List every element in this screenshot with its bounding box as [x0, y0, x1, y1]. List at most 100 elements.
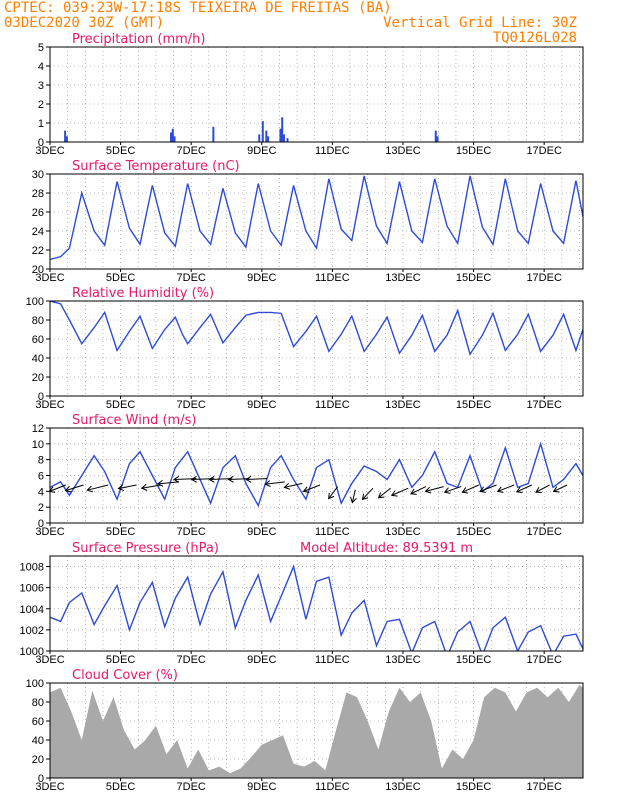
x-tick-label: 5DEC — [106, 145, 135, 157]
wind-arrow-shaft — [157, 481, 179, 485]
y-tick-label: 100 — [26, 678, 44, 690]
y-tick-label: 60 — [32, 716, 44, 728]
wind-arrow — [283, 482, 303, 490]
wind-arrow — [117, 484, 137, 492]
wind-arrow — [140, 484, 162, 491]
x-tick-label: 17DEC — [526, 272, 562, 284]
x-tick-label: 13DEC — [385, 781, 421, 793]
y-tick-label: 6 — [38, 471, 44, 483]
wind-arrow-shaft — [328, 486, 339, 499]
cloud-cover-area — [50, 684, 583, 778]
wind-arrow-shaft — [378, 487, 391, 499]
precip-bar — [173, 136, 176, 142]
y-tick-label: 20 — [32, 264, 44, 276]
wind-arrow-head — [443, 487, 451, 494]
precip-bar — [258, 134, 261, 142]
precip-bar — [282, 134, 285, 142]
x-tick-label: 11DEC — [315, 781, 350, 793]
y-tick-label: 1006 — [20, 583, 44, 595]
x-tick-label: 11DEC — [315, 145, 350, 157]
x-tick-label: 15DEC — [456, 526, 492, 538]
precip-bar — [436, 136, 439, 142]
wind-arrow — [479, 484, 497, 493]
x-tick-label: 5DEC — [106, 272, 135, 284]
wind-arrow — [361, 487, 374, 501]
y-tick-label: 20 — [32, 754, 44, 766]
panel-frame — [49, 173, 584, 270]
wind-arrow-head — [48, 486, 56, 493]
wind-arrow-shaft — [228, 478, 250, 480]
wind-arrow — [461, 484, 480, 494]
wind-arrow-head — [283, 483, 291, 490]
x-tick-label: 15DEC — [456, 272, 492, 284]
x-tick-label: 11DEC — [315, 526, 350, 538]
y-tick-label: 1002 — [20, 625, 44, 637]
y-tick-label: 24 — [32, 226, 44, 238]
wind-arrow-shaft — [479, 484, 497, 492]
wind-arrow-head — [64, 485, 72, 493]
y-tick-label: 20 — [32, 372, 44, 384]
x-tick-label: 7DEC — [177, 526, 206, 538]
y-tick-label: 80 — [32, 315, 44, 327]
wind-arrow-shaft — [391, 487, 409, 496]
wind-arrow — [535, 484, 550, 493]
y-tick-label: 60 — [32, 334, 44, 346]
y-tick-label: 40 — [32, 735, 44, 747]
y-tick-label: 22 — [32, 245, 44, 257]
y-tick-label: 1008 — [20, 562, 44, 574]
wind-arrow-head — [227, 475, 234, 483]
precip-bar — [171, 128, 174, 142]
wind-arrow — [48, 484, 67, 493]
precip-bar — [261, 121, 264, 142]
wind-arrow — [377, 487, 391, 499]
y-tick-label: 0 — [38, 137, 44, 149]
y-tick-label: 5 — [38, 42, 44, 54]
wind-arrow — [410, 486, 427, 495]
y-tick-label: 3 — [38, 80, 44, 92]
precip-bar — [434, 130, 437, 142]
y-tick-label: 30 — [32, 169, 44, 181]
y-tick-label: 4 — [38, 486, 44, 498]
y-tick-label: 2 — [38, 99, 44, 111]
wind-arrow — [86, 484, 109, 493]
panel-title: Cloud Cover (%) — [72, 668, 178, 683]
precip-bar — [286, 138, 289, 142]
wind-arrow — [227, 475, 250, 483]
x-tick-label: 15DEC — [456, 145, 492, 157]
x-tick-label: 17DEC — [526, 145, 562, 157]
wind-arrow — [328, 486, 339, 500]
y-tick-label: 4 — [38, 61, 44, 73]
panel-temp: 20 22 24 26 28 30 3DEC 5DEC 7DEC 9DEC 11DEC 13DEC 15… — [32, 159, 584, 284]
x-tick-label: 15DEC — [456, 654, 492, 666]
wind-arrow-head — [424, 486, 432, 494]
precip-bar — [170, 132, 173, 142]
panel-precip: 0 1 2 3 4 5 3DEC 5DEC 7DEC 9DEC 11DEC 13DEC 15DEC 17D… — [35, 32, 584, 157]
wind-arrow-shaft — [535, 484, 550, 493]
wind-arrow-head — [461, 487, 469, 494]
x-tick-label: 17DEC — [526, 781, 562, 793]
header-grid-note: Vertical Grid Line: 30Z — [383, 15, 577, 31]
panel-title: Surface Wind (m/s) — [72, 413, 196, 428]
panel-frame — [49, 300, 584, 397]
precip-bar — [267, 136, 270, 142]
wind-arrow-head — [190, 475, 197, 483]
wind-arrow-shaft — [497, 484, 515, 492]
precip-bar — [64, 130, 67, 142]
y-tick-label: 26 — [32, 207, 44, 219]
wind-series-line — [50, 441, 583, 508]
x-tick-label: 3DEC — [35, 781, 64, 793]
wind-arrow-shaft — [118, 484, 137, 490]
panel-frame — [49, 682, 584, 779]
wind-arrow-shaft — [351, 489, 356, 503]
wind-arrow-shaft — [265, 481, 285, 485]
x-tick-label: 7DEC — [177, 781, 206, 793]
precip-bar — [279, 128, 282, 142]
x-tick-label: 9DEC — [247, 272, 276, 284]
wind-arrow — [245, 475, 268, 483]
wind-arrow — [496, 484, 515, 493]
precip-bar — [265, 130, 268, 142]
y-tick-label: 40 — [32, 353, 44, 365]
wind-arrow-shaft — [284, 482, 303, 488]
x-tick-label: 3DEC — [35, 145, 64, 157]
wind-arrow-shaft — [462, 484, 480, 493]
